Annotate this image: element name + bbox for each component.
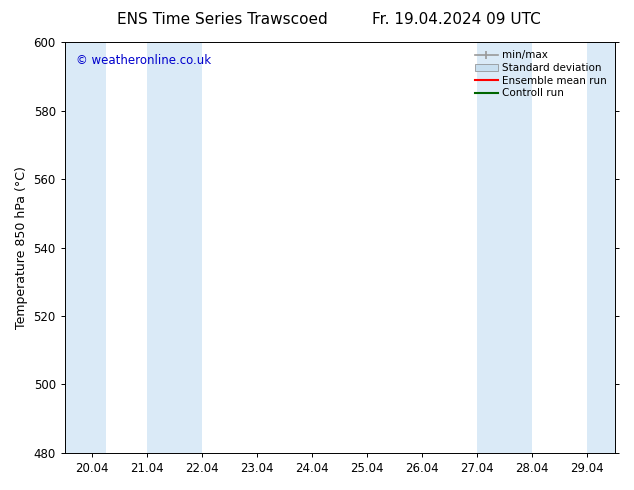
Legend: min/max, Standard deviation, Ensemble mean run, Controll run: min/max, Standard deviation, Ensemble me… [472, 47, 610, 101]
Bar [587, 42, 615, 453]
Text: © weatheronline.co.uk: © weatheronline.co.uk [76, 54, 211, 68]
Text: Fr. 19.04.2024 09 UTC: Fr. 19.04.2024 09 UTC [372, 12, 541, 27]
Bar [65, 42, 106, 453]
Bar [477, 42, 533, 453]
Bar [147, 42, 202, 453]
Y-axis label: Temperature 850 hPa (°C): Temperature 850 hPa (°C) [15, 166, 28, 329]
Text: ENS Time Series Trawscoed: ENS Time Series Trawscoed [117, 12, 327, 27]
